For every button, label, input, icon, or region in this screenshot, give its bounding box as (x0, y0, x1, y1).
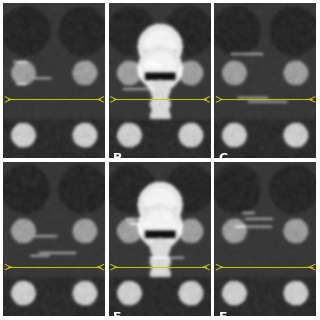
Text: C: C (219, 152, 228, 165)
Text: B: B (113, 152, 122, 165)
Text: E: E (113, 311, 121, 320)
Text: F: F (219, 311, 227, 320)
